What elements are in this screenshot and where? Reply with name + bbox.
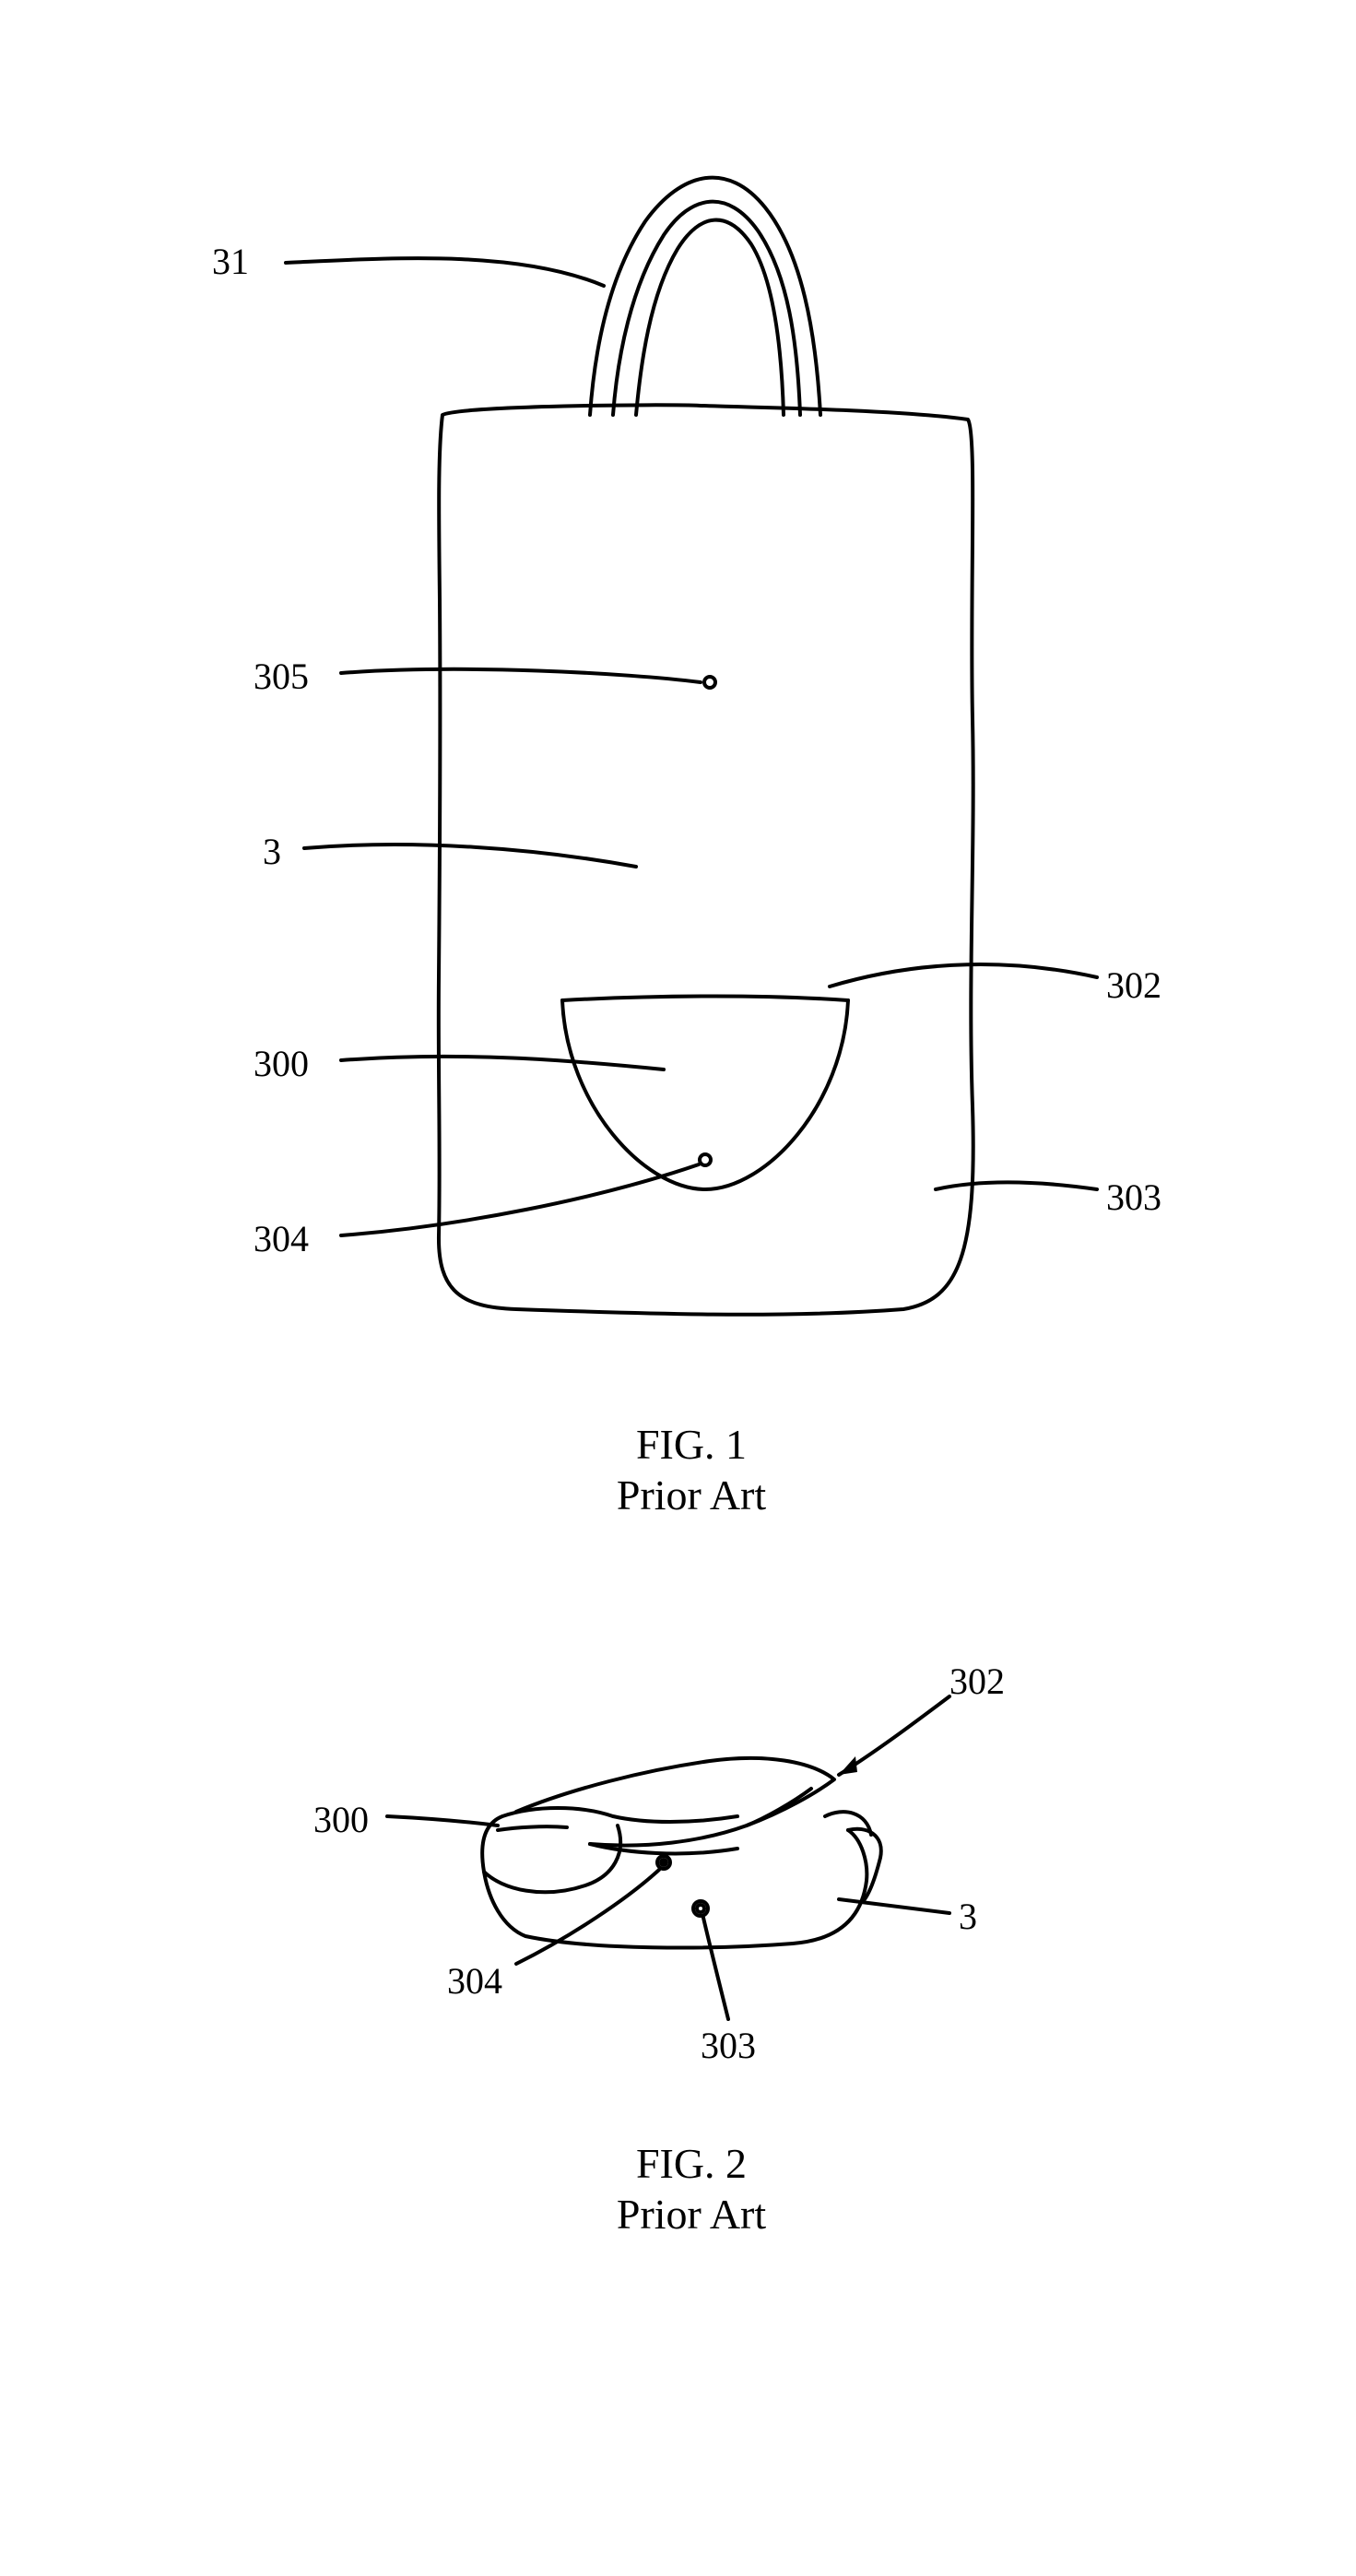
- flap-300-arc: [484, 1826, 620, 1892]
- figure-2-svg: [0, 0, 1356, 2576]
- patent-figure-page: { "fig1": { "caption_line1": "FIG. 1", "…: [0, 0, 1356, 2576]
- leader-303-f2: [703, 1918, 728, 2019]
- flap-300-seam: [498, 1826, 567, 1830]
- arrowhead-302: [839, 1756, 857, 1775]
- flap-302-inner: [747, 1789, 811, 1826]
- snap-304-f2-inner: [661, 1860, 666, 1865]
- flap-302: [516, 1758, 834, 1846]
- leader-300-f2: [387, 1816, 498, 1826]
- snap-303-f2-mid: [697, 1905, 704, 1912]
- folded-base: [484, 1830, 867, 1948]
- mid-fold-2: [613, 1816, 737, 1822]
- flap-300-top: [482, 1808, 613, 1872]
